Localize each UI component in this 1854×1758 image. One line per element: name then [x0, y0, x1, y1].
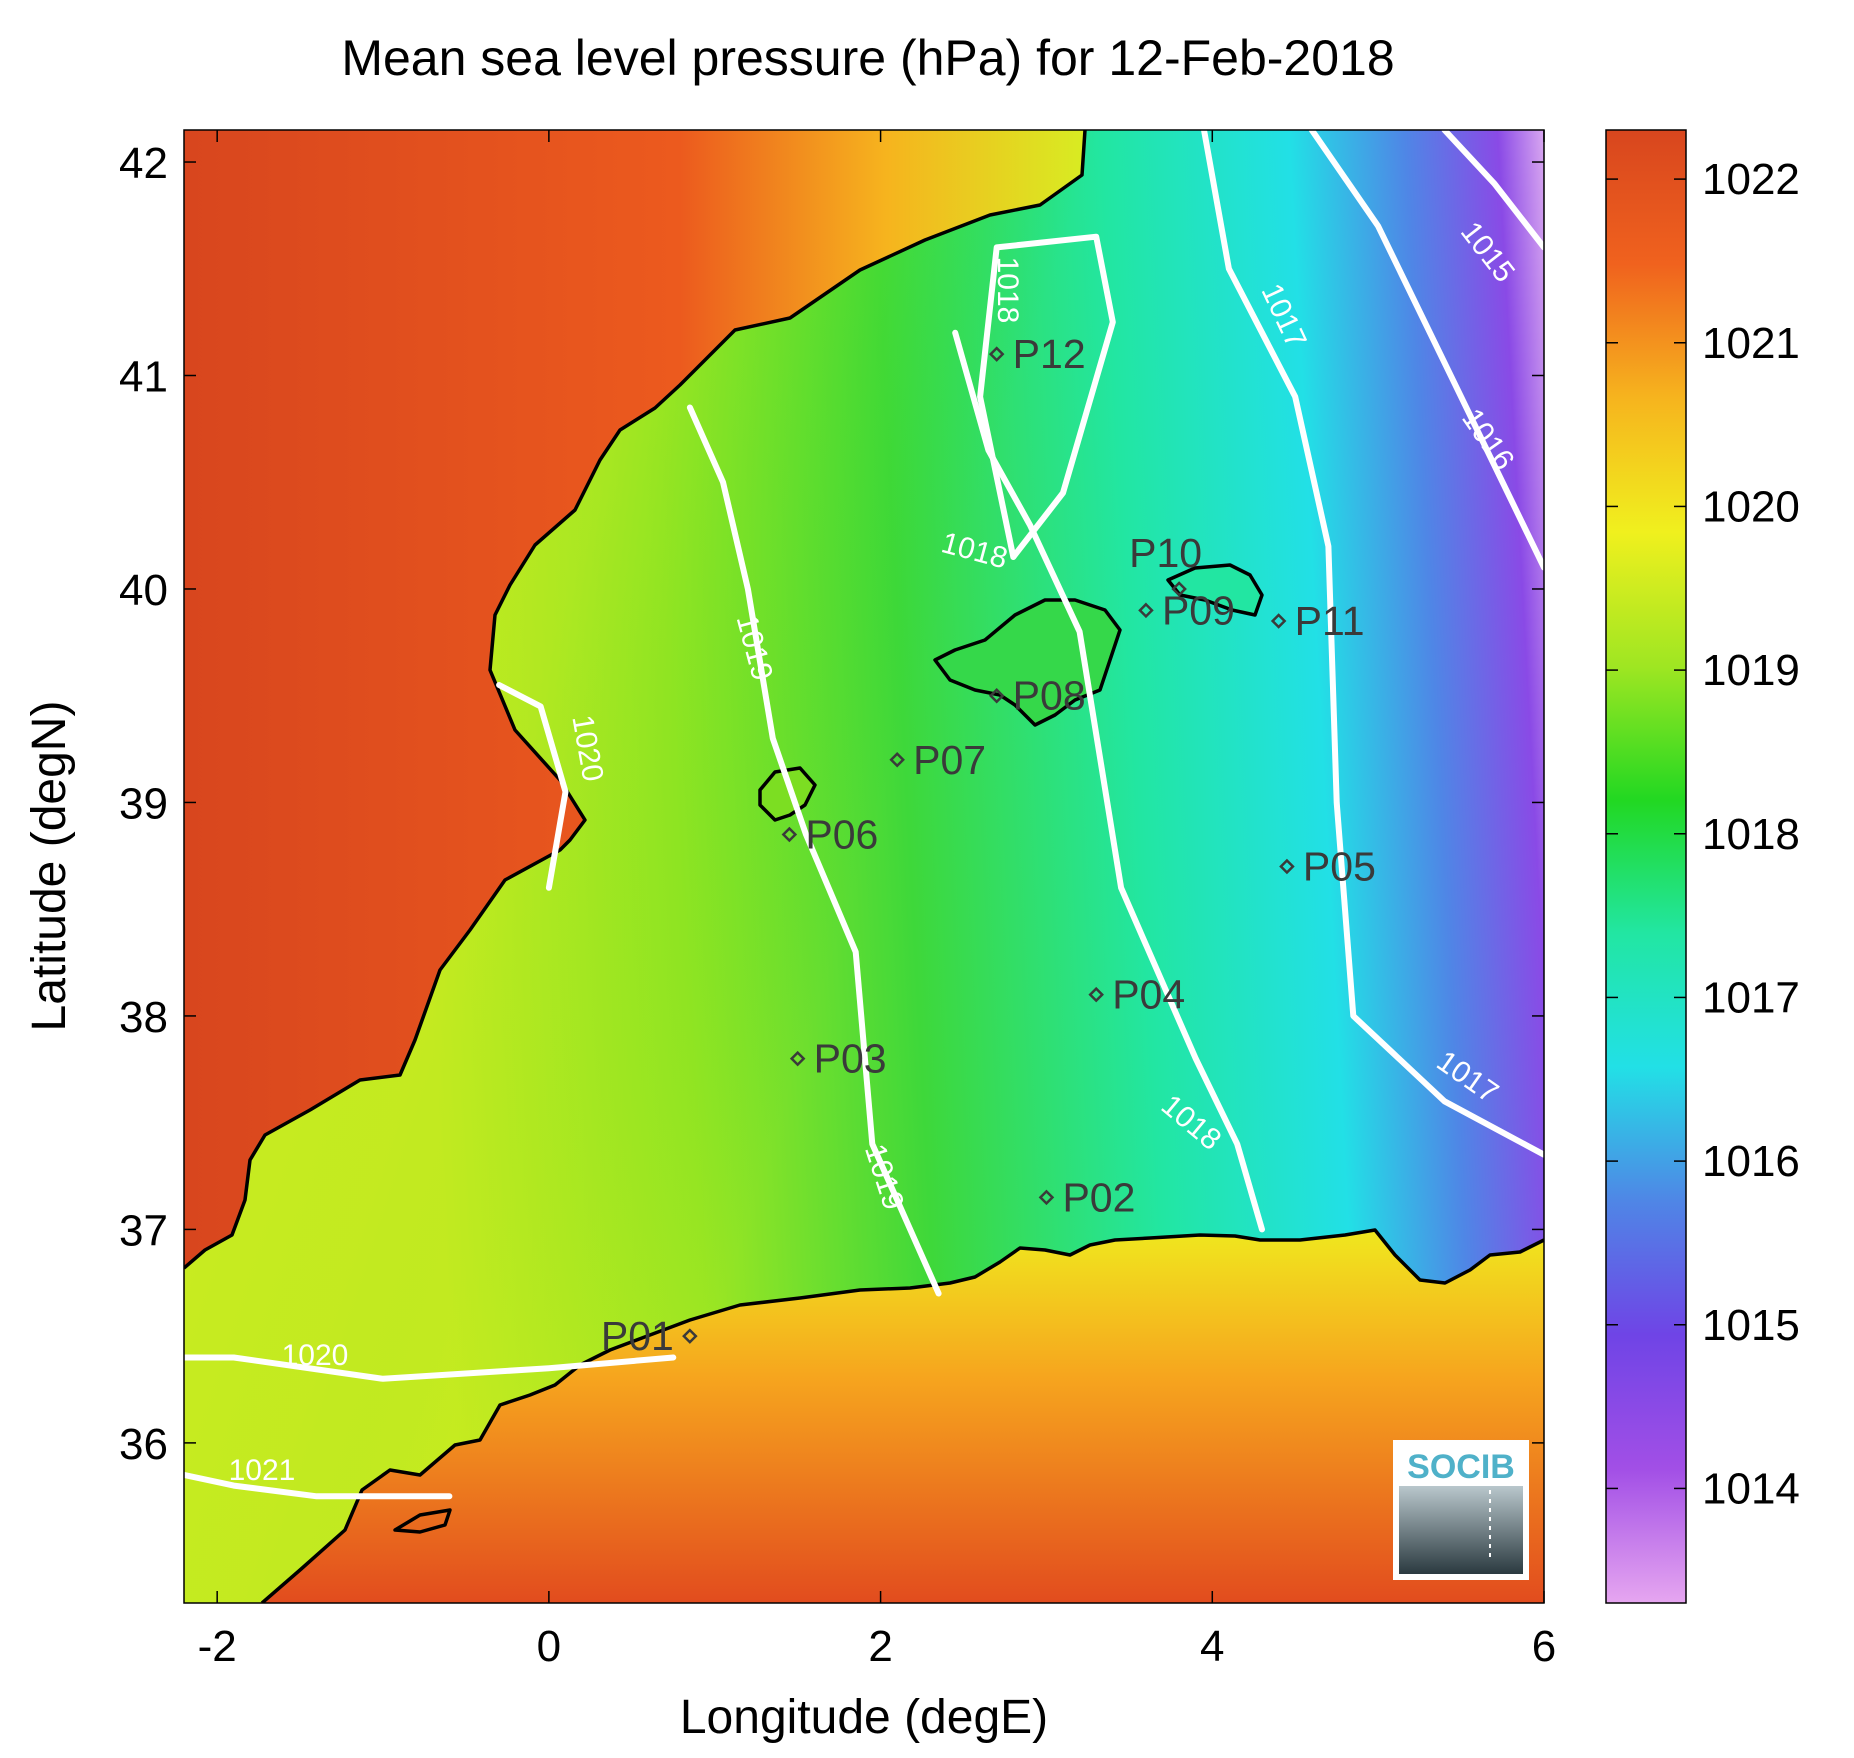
colorbar-tick-label: 1015 — [1702, 1301, 1800, 1350]
y-tick-label: 42 — [119, 139, 168, 188]
station-marker-p03 — [789, 1050, 806, 1067]
station-marker-p01 — [682, 1328, 698, 1344]
colorbar-tick-label: 1022 — [1702, 155, 1800, 204]
x-tick-label: 4 — [1200, 1622, 1224, 1671]
contour-1020 — [184, 1354, 677, 1382]
station-marker-p11 — [1270, 613, 1287, 629]
station-label-p11: P11 — [1295, 598, 1365, 644]
station-label-p01: P01 — [601, 1313, 674, 1359]
y-tick-label: 36 — [119, 1420, 168, 1469]
station-label-p04: P04 — [1112, 972, 1185, 1018]
station-marker-p04 — [1088, 986, 1104, 1003]
station-marker-p02 — [1038, 1189, 1055, 1206]
contour-1016 — [1308, 130, 1544, 571]
land-iberia — [184, 130, 1085, 1268]
station-marker-p05 — [1279, 858, 1295, 875]
station-label-p03: P03 — [814, 1036, 887, 1082]
colorbar-bar — [1605, 129, 1687, 1604]
colorbar-tick-label: 1019 — [1702, 646, 1800, 695]
station-label-p10: P10 — [1129, 530, 1202, 576]
colorbar-tick-label: 1017 — [1702, 973, 1800, 1022]
colorbar-ticks: 1014 1015 1016 1017 1018 1019 1020 1021 1022 — [1606, 155, 1800, 1513]
station-layer: P01 P02 P03 P04 P05 P06 P07 P08 P09 P10 P11 P12 — [601, 331, 1376, 1359]
contour-1015 — [1441, 130, 1544, 251]
socib-logo: SOCIB — [1393, 1440, 1529, 1580]
x-tick-label: 2 — [868, 1622, 892, 1671]
contour-layer — [184, 130, 1544, 1500]
x-tick-label: -2 — [198, 1622, 237, 1671]
contour-1021 — [184, 1471, 453, 1500]
colorbar-tick-label: 1018 — [1702, 810, 1800, 859]
y-tick-label: 40 — [119, 566, 168, 615]
colorbar: 1014 1015 1016 1017 1018 1019 1020 1021 1022 — [1605, 129, 1800, 1604]
station-marker-p08 — [988, 687, 1005, 704]
map-frame — [183, 129, 1545, 1604]
contour-label-1020: 1020 — [282, 1339, 349, 1372]
y-tick-label: 37 — [119, 1206, 168, 1255]
socib-logo-text: SOCIB — [1407, 1448, 1515, 1486]
x-axis: -2 0 2 4 6 — [198, 130, 1556, 1671]
y-tick-label: 41 — [119, 353, 168, 402]
contour-label-1021: 1021 — [229, 1454, 296, 1487]
contour-1019 — [686, 404, 942, 1297]
colorbar-tick-label: 1021 — [1702, 319, 1800, 368]
land-africa — [262, 1230, 1544, 1603]
station-label-p05: P05 — [1303, 844, 1376, 890]
x-tick-label: 6 — [1532, 1622, 1556, 1671]
colorbar-tick-label: 1016 — [1702, 1137, 1800, 1186]
station-marker-p07 — [889, 751, 905, 768]
contour-1018 — [977, 233, 1116, 560]
station-label-p08: P08 — [1013, 673, 1086, 719]
x-tick-label: 0 — [537, 1622, 561, 1671]
island-menorca — [1168, 565, 1262, 615]
station-label-p02: P02 — [1062, 1174, 1135, 1220]
y-axis-title: Latitude (degN) — [23, 701, 76, 1032]
station-marker-p10 — [1171, 581, 1187, 597]
y-tick-label: 38 — [119, 993, 168, 1042]
y-axis: 36 37 38 39 40 41 42 — [119, 139, 1544, 1469]
chart-title: Mean sea level pressure (hPa) for 12-Feb… — [341, 30, 1394, 86]
station-marker-p09 — [1138, 602, 1154, 619]
station-label-p06: P06 — [805, 811, 878, 857]
station-label-p09: P09 — [1162, 587, 1235, 633]
contour-1017 — [1201, 130, 1544, 1158]
map-area: 1015 1016 1017 1017 1018 1018 1018 1019 … — [184, 130, 1544, 1603]
x-axis-title: Longitude (degE) — [680, 1691, 1048, 1744]
colorbar-tick-label: 1020 — [1702, 482, 1800, 531]
station-label-p12: P12 — [1013, 331, 1086, 377]
contour-1020 — [496, 682, 569, 891]
contour-label-1018: 1018 — [991, 257, 1024, 324]
y-tick-label: 39 — [119, 779, 168, 828]
station-marker-p06 — [781, 826, 798, 843]
island-mallorca — [935, 600, 1120, 725]
colorbar-tick-label: 1014 — [1702, 1464, 1800, 1513]
station-label-p07: P07 — [913, 737, 986, 783]
station-marker-p12 — [988, 346, 1005, 362]
